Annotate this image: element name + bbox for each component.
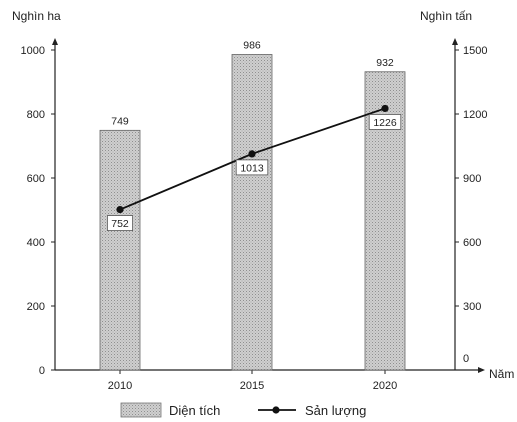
left-tick-label: 200 xyxy=(27,301,45,313)
x-axis-arrow xyxy=(478,367,485,373)
line-label-box xyxy=(107,215,134,231)
bar-2015 xyxy=(231,54,273,371)
line-value-label: 752 xyxy=(111,218,129,230)
x-tick-label: 2020 xyxy=(373,380,397,392)
bars xyxy=(99,54,406,371)
line-label-box xyxy=(368,114,402,130)
left-axis-arrow xyxy=(52,38,58,45)
bar-value-label: 749 xyxy=(111,115,129,127)
line-point-2015 xyxy=(248,150,256,158)
bar-2010 xyxy=(99,129,141,371)
x-tick-label: 2015 xyxy=(240,380,264,392)
line-series xyxy=(116,104,389,214)
left-tick-label: 1000 xyxy=(21,45,45,57)
legend: Diện tích Sản lượng xyxy=(120,402,366,418)
data-labels: 749 986 932 752 1013 1226 xyxy=(107,39,402,231)
right-tick-label: 300 xyxy=(463,301,481,313)
legend-bar-label: Diện tích xyxy=(169,403,220,418)
right-axis-arrow xyxy=(452,38,458,45)
legend-line-label: Sản lượng xyxy=(305,403,366,418)
line-label-box xyxy=(235,159,269,176)
left-tick-label: 400 xyxy=(27,237,45,249)
right-tick-label: 0 xyxy=(463,353,469,365)
left-tick-label: 0 xyxy=(39,365,45,377)
line-value-label: 1226 xyxy=(373,117,397,129)
bar-value-label: 932 xyxy=(376,57,394,69)
right-tick-label: 900 xyxy=(463,173,481,185)
left-axis-label: Nghìn ha xyxy=(12,9,61,23)
bar-value-label: 986 xyxy=(243,39,261,51)
right-axis-label: Nghìn tấn xyxy=(420,9,472,23)
line-point-2020 xyxy=(381,104,389,113)
line-value-label: 1013 xyxy=(240,162,264,174)
line-point-2010 xyxy=(116,205,124,214)
left-tick-label: 800 xyxy=(27,109,45,121)
left-tick-label: 600 xyxy=(27,173,45,185)
legend-bar-swatch xyxy=(120,402,162,418)
legend-line-marker xyxy=(272,406,280,414)
x-axis-label: Năm xyxy=(489,367,514,381)
right-tick-label: 1500 xyxy=(463,45,487,57)
x-tick-label: 2010 xyxy=(108,380,132,392)
right-tick-label: 1200 xyxy=(463,109,487,121)
right-tick-label: 600 xyxy=(463,237,481,249)
